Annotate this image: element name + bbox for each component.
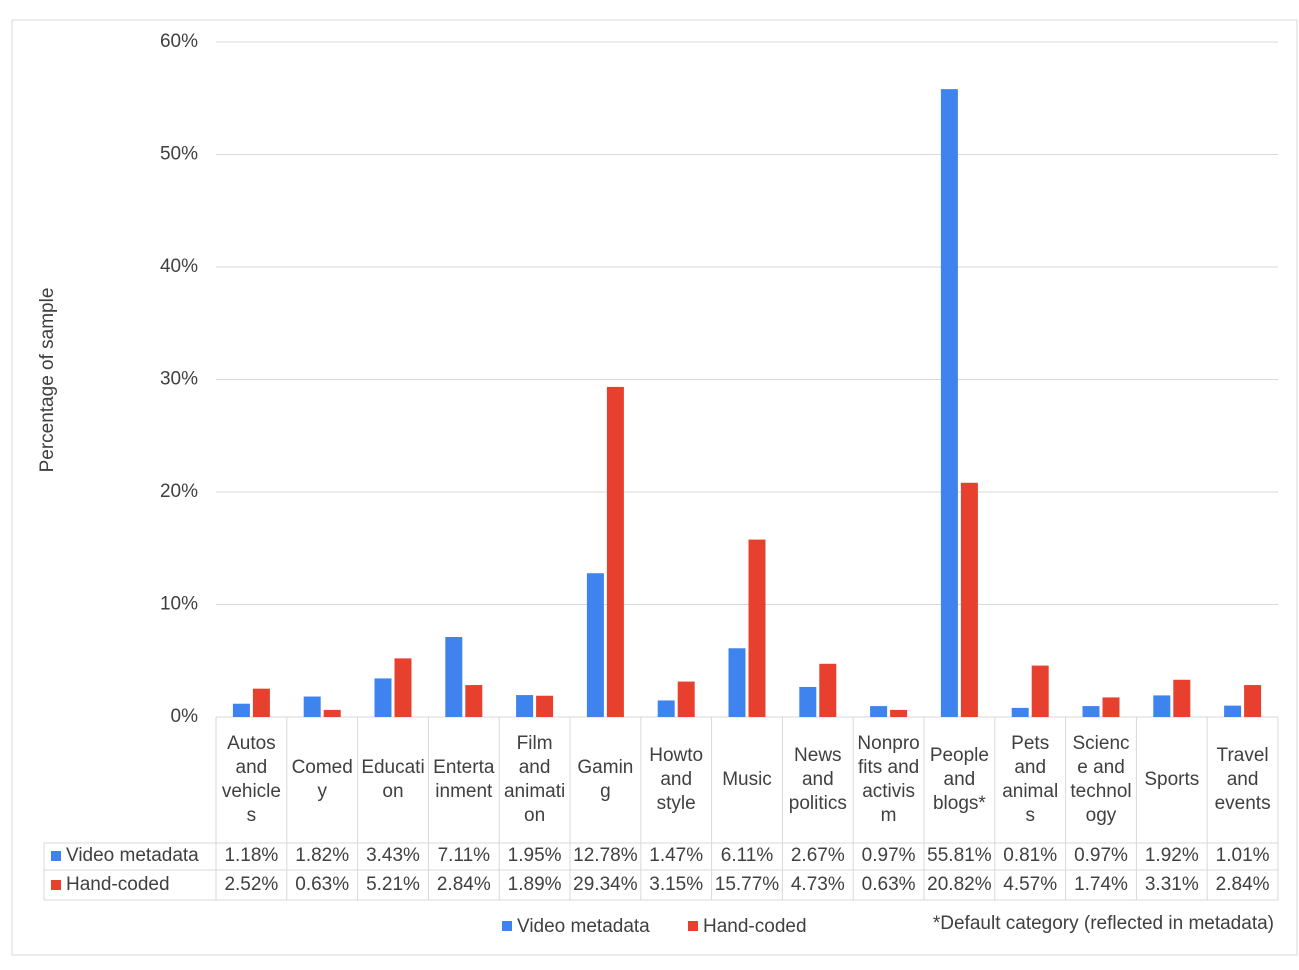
y-tick-label: 50% — [160, 144, 198, 165]
bar — [657, 700, 675, 717]
table-value: 0.63% — [295, 874, 349, 895]
table-value: 0.97% — [1074, 845, 1128, 866]
bar — [586, 573, 604, 717]
bar — [445, 637, 463, 717]
table-value: 1.18% — [224, 845, 278, 866]
x-tick-label: Comed y — [292, 757, 353, 802]
table-value: 29.34% — [573, 874, 638, 895]
table-value: 7.11% — [438, 845, 491, 866]
bar — [748, 539, 766, 717]
table-row-label: Hand-coded — [66, 874, 170, 895]
bar — [1224, 705, 1242, 717]
table-value: 2.84% — [1216, 874, 1270, 895]
x-tick-label: Travel and events — [1215, 745, 1271, 814]
bar — [940, 89, 958, 717]
bar — [819, 663, 837, 717]
legend-label: Hand-coded — [703, 916, 807, 937]
x-tick-label: Scienc e and technol ogy — [1070, 733, 1131, 826]
bar — [728, 648, 746, 717]
bar — [1011, 707, 1029, 717]
table-value: 1.01% — [1216, 845, 1270, 866]
bar — [394, 658, 412, 717]
bar — [1082, 706, 1100, 717]
bar — [252, 688, 270, 717]
bar — [1244, 685, 1262, 717]
bar — [516, 695, 534, 717]
x-tick-label: Nonpro fits and activis m — [857, 733, 919, 826]
y-tick-label: 20% — [160, 481, 198, 502]
bar — [606, 386, 624, 717]
table-value: 6.11% — [721, 845, 774, 866]
x-tick-label: Autos and vehicle s — [222, 733, 281, 826]
table-value: 5.21% — [366, 874, 420, 895]
table-value: 55.81% — [927, 845, 992, 866]
bar — [1173, 679, 1191, 717]
bar — [960, 482, 978, 717]
y-tick-label: 60% — [160, 31, 198, 52]
bar — [1102, 697, 1120, 717]
table-value: 15.77% — [715, 874, 780, 895]
table-value: 3.43% — [366, 845, 420, 866]
footnote: *Default category (reflected in metadata… — [933, 913, 1274, 934]
x-tick-label: Pets and animal s — [1002, 733, 1058, 826]
bar — [1031, 665, 1049, 717]
bar — [374, 678, 392, 717]
table-value: 12.78% — [573, 845, 638, 866]
bar — [232, 703, 250, 717]
chart-border — [11, 19, 1298, 956]
bar — [799, 686, 817, 717]
bar — [1153, 695, 1171, 717]
table-value: 1.95% — [508, 845, 562, 866]
table-value: 4.73% — [791, 874, 845, 895]
legend-key — [502, 921, 512, 931]
x-tick-label: Gamin g — [577, 757, 633, 802]
x-tick-label: News and politics — [789, 745, 847, 814]
x-tick-label: Enterta inment — [433, 757, 495, 802]
y-tick-label: 40% — [160, 256, 198, 277]
legend-key — [688, 921, 698, 931]
table-value: 1.82% — [295, 845, 349, 866]
bar — [465, 685, 483, 717]
table-value: 2.84% — [437, 874, 491, 895]
y-tick-label: 10% — [160, 594, 198, 615]
table-value: 2.67% — [791, 845, 845, 866]
x-tick-label: Educati on — [361, 757, 424, 802]
table-value: 3.15% — [649, 874, 703, 895]
table-legend-key — [51, 851, 61, 861]
bar — [323, 709, 341, 717]
y-tick-label: 0% — [171, 706, 199, 727]
bar — [890, 709, 908, 717]
bar — [870, 706, 888, 717]
bar — [677, 681, 695, 717]
table-row-label: Video metadata — [66, 845, 199, 866]
bar — [303, 696, 321, 717]
bar — [536, 695, 554, 717]
table-value: 20.82% — [927, 874, 992, 895]
legend-label: Video metadata — [517, 916, 650, 937]
x-tick-label: Film and animati on — [504, 733, 565, 826]
x-tick-label: People and blogs* — [930, 745, 989, 814]
y-axis-title: Percentage of sample — [37, 288, 58, 473]
table-value: 1.74% — [1074, 874, 1128, 895]
table-value: 3.31% — [1145, 874, 1199, 895]
x-tick-label: Sports — [1144, 769, 1199, 790]
table-value: 0.97% — [862, 845, 916, 866]
table-value: 1.47% — [649, 845, 703, 866]
table-value: 0.63% — [862, 874, 916, 895]
x-tick-label: Howto and style — [649, 745, 703, 814]
table-value: 0.81% — [1003, 845, 1057, 866]
table-value: 2.52% — [224, 874, 278, 895]
table-value: 1.92% — [1145, 845, 1199, 866]
y-tick-label: 30% — [160, 369, 198, 390]
x-tick-label: Music — [722, 769, 772, 790]
table-value: 1.89% — [508, 874, 562, 895]
table-value: 4.57% — [1003, 874, 1057, 895]
table-legend-key — [51, 880, 61, 890]
